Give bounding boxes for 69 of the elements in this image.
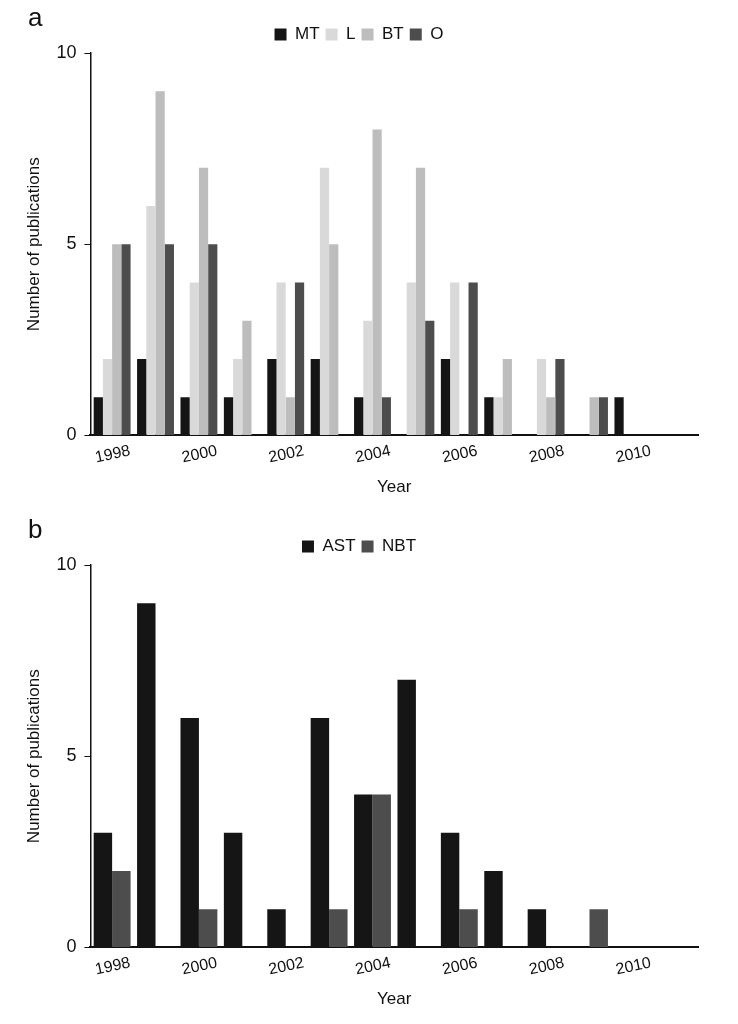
x-tick-label: 2006 [440,441,479,466]
bar [381,397,391,435]
bar [468,282,478,435]
y-axis-title: Number of publications [23,669,43,844]
bar [546,397,556,435]
x-tick-label: 2004 [353,441,393,466]
bar [112,870,131,947]
bar [276,282,286,435]
x-tick-label: 1998 [93,441,132,466]
x-axis-title: Year [377,477,412,497]
text: b [28,514,43,545]
bar [294,282,305,435]
x-tick-label: 2002 [266,953,306,978]
bar [372,794,391,947]
bar [372,129,382,435]
bar [450,282,460,435]
bar [589,397,599,435]
bar [208,244,218,435]
bar [121,244,131,435]
bar [242,320,252,435]
x-tick-label: 2010 [614,953,653,978]
y-tick-label: 0 [66,936,77,957]
bar [493,397,503,435]
bar [598,397,608,435]
x-tick-label: 2008 [527,441,566,466]
x-tick-label: 1998 [93,953,132,978]
legend-label: L [346,24,356,44]
bar [415,167,426,435]
bar [589,909,608,947]
legend-label: NBT [382,536,417,556]
x-tick-label: 2008 [527,953,566,978]
bar [112,244,122,435]
bar [329,909,348,947]
legend-label: AST [322,536,356,556]
bar [459,909,478,947]
legend-label: BT [382,24,404,44]
bar [329,244,339,435]
y-tick-label: 5 [66,233,77,254]
y-axis-title: Number of publications [23,157,43,332]
y-tick-label: 0 [66,424,77,445]
bar [536,358,547,435]
legend-label: O [430,24,444,44]
bar [319,167,330,435]
bar [164,244,174,435]
bar [198,909,218,947]
legend-label: MT [295,24,320,44]
bar [555,358,565,435]
x-tick-label: 2004 [353,953,393,978]
bar [425,320,435,435]
bar [155,91,165,435]
bar [233,358,243,435]
bar [189,282,199,435]
bar [406,282,416,435]
bar [285,397,295,435]
bar [502,358,512,435]
x-tick-label: 2000 [180,953,219,978]
bar [198,167,209,435]
y-tick-label: 5 [66,745,77,766]
x-tick-label: 2006 [440,953,479,978]
x-tick-label: 2002 [266,441,306,466]
bar [102,358,113,435]
x-tick-label: 2010 [614,441,653,466]
x-axis-title: Year [377,989,412,1009]
y-tick-label: 10 [56,553,77,574]
bar [146,205,156,435]
x-tick-label: 2000 [180,441,219,466]
text: a [28,2,43,33]
y-tick-label: 10 [56,41,77,62]
bar [363,320,373,435]
